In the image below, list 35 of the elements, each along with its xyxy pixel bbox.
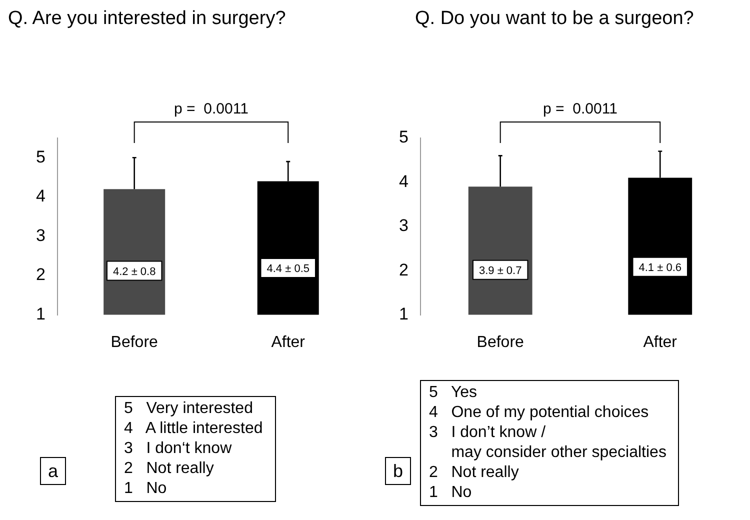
y-tick-label: 4 (398, 172, 408, 191)
y-tick-label: 1 (398, 304, 408, 324)
chart-title: Q. Do you want to be a surgeon? (415, 8, 694, 30)
text: 3 I don‘t know (124, 440, 232, 457)
text: 1 No (124, 480, 167, 497)
text: may consider other specialties (451, 444, 666, 461)
y-tick-label: 3 (36, 226, 46, 245)
text: 2 Not really (429, 464, 519, 481)
y-tick-label: 4 (36, 186, 46, 206)
data-label: 4.4 ± 0.5 (266, 263, 310, 276)
data-label: 3.9 ± 0.7 (478, 264, 522, 277)
text: 5 Very interested (124, 400, 253, 417)
text: p = 0.0011 (174, 100, 248, 118)
y-tick-label: 2 (398, 260, 408, 280)
x-tick-label: Before (110, 334, 158, 351)
data-label: 4.2 ± 0.8 (112, 266, 156, 278)
y-tick-label: 5 (398, 128, 408, 147)
text: 5 Yes (429, 384, 478, 401)
y-tick-label: 3 (398, 216, 408, 236)
y-tick-label: 2 (36, 265, 46, 284)
chart-title: Q. Are you interested in surgery? (8, 8, 286, 30)
x-tick-label: After (643, 334, 678, 351)
text: 4 A little interested (124, 420, 263, 437)
x-tick-label: Before (476, 334, 524, 351)
y-tick-label: 5 (36, 147, 46, 166)
x-tick-label: After (271, 334, 306, 351)
text: b (385, 457, 411, 485)
text: 2 Not really (124, 460, 214, 477)
text: a (40, 457, 66, 485)
y-tick-label: 1 (36, 304, 46, 324)
data-label: 4.1 ± 0.6 (638, 262, 682, 274)
text: 3 I don’t know / (429, 424, 546, 441)
text: 1 No (429, 484, 472, 501)
text: p = 0.0011 (543, 100, 618, 118)
text: 4 One of my potential choices (429, 404, 649, 421)
